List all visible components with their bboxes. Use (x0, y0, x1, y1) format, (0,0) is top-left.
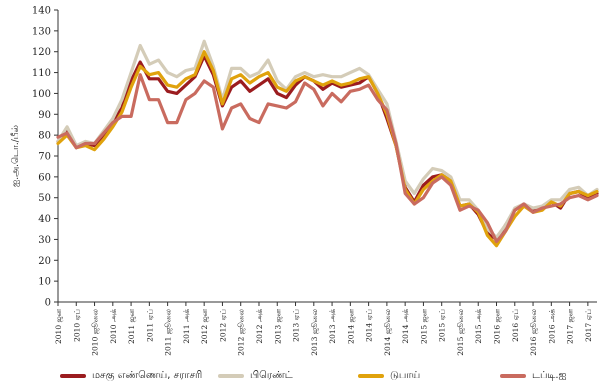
x-tick-label: 2013 ஜூலை (310, 308, 320, 356)
legend-swatch (358, 374, 384, 378)
y-tick-label: 30 (38, 235, 51, 246)
y-tick-label: 20 (38, 256, 51, 267)
x-tick-label: 2015 அக் (474, 309, 483, 344)
x-tick-label: 2010 ஏப் (72, 309, 81, 342)
x-tick-label: 2013 ஜன (273, 308, 283, 344)
x-tick-label: 2012 ஜூலை (237, 308, 247, 356)
y-tick-label: 140 (32, 6, 51, 17)
x-tick-label: 2011 ஏப் (145, 309, 154, 342)
x-tick-label: 2016 ஏப் (511, 309, 520, 342)
x-tick-label: 2016 ஜன (493, 308, 503, 344)
chart-axis-labels: 0 10 20 30 40 50 60 70 80 90 100 110 120 130 140 2010 ஜ… (11, 6, 593, 356)
legend-item: பிரெண்ட் (218, 368, 293, 384)
legend-label: மசகு எண்ணெய், சராசரி (92, 370, 203, 381)
y-tick-label: 110 (32, 68, 51, 79)
chart-axes (54, 9, 597, 306)
x-tick-label: 2015 ஏப் (438, 309, 447, 342)
x-tick-label: 2016 ஜூலை (529, 308, 539, 356)
x-tick-label: 2010 ஜூலை (91, 308, 101, 356)
y-axis-title: ஐ.அ.டொ./பீல் (11, 125, 21, 187)
x-tick-label: 2013 அக் (328, 309, 337, 344)
chart-legend: மசகு எண்ணெய், சராசரி பிரெண்ட் டுபாய் டப்டி.… (60, 368, 605, 384)
legend-item: டப்டி.ஐ (500, 368, 567, 384)
y-tick-label: 0 (45, 298, 51, 309)
x-tick-label: 2010 அக் (109, 309, 118, 344)
x-tick-label: 2010 ஜன (54, 308, 64, 344)
legend-label: டுபாய் (390, 370, 421, 381)
legend-item: மசகு எண்ணெய், சராசரி (60, 368, 202, 384)
x-tick-label: 2013 ஏப் (292, 309, 301, 342)
x-tick-label: 2012 அக் (255, 309, 264, 344)
x-tick-label: 2017 ஜன (566, 308, 576, 344)
x-tick-label: 2012 ஜன (200, 308, 210, 344)
x-tick-label: 2014 ஜன (346, 308, 356, 344)
y-tick-label: 40 (38, 214, 51, 225)
x-tick-label: 2014 அக் (401, 309, 410, 344)
y-tick-label: 70 (38, 152, 51, 163)
y-tick-label: 80 (38, 131, 51, 142)
y-tick-label: 100 (32, 89, 51, 100)
legend-swatch (60, 374, 86, 378)
chart-series-lines (56, 39, 599, 248)
x-tick-label: 2012 ஏப் (218, 309, 227, 342)
x-tick-label: 2015 ஜன (419, 308, 429, 344)
y-tick-label: 60 (38, 172, 51, 183)
x-tick-label: 2017 ஏப் (584, 309, 593, 342)
x-tick-label: 2011 ஜூலை (164, 308, 174, 356)
y-tick-label: 10 (38, 277, 51, 288)
y-tick-label: 120 (32, 47, 51, 58)
x-tick-label: 2011 அக் (182, 309, 191, 344)
series-line-1 (56, 39, 599, 239)
legend-label: டப்டி.ஐ (532, 370, 567, 381)
x-tick-label: 2011 ஜன (127, 308, 137, 344)
series-line-3 (56, 73, 599, 244)
x-tick-label: 2015 ஜூலை (456, 308, 466, 356)
legend-swatch (500, 374, 526, 378)
x-tick-label: 2016 அக் (547, 309, 556, 344)
x-tick-label: 2014 ஜூலை (383, 308, 393, 356)
legend-label: பிரெண்ட் (250, 370, 293, 381)
y-tick-label: 90 (38, 110, 51, 121)
legend-item: டுபாய் (358, 368, 420, 384)
y-tick-label: 130 (32, 26, 51, 37)
x-tick-label: 2014 ஏப் (365, 309, 374, 342)
legend-swatch (218, 374, 244, 378)
y-tick-label: 50 (38, 193, 51, 204)
